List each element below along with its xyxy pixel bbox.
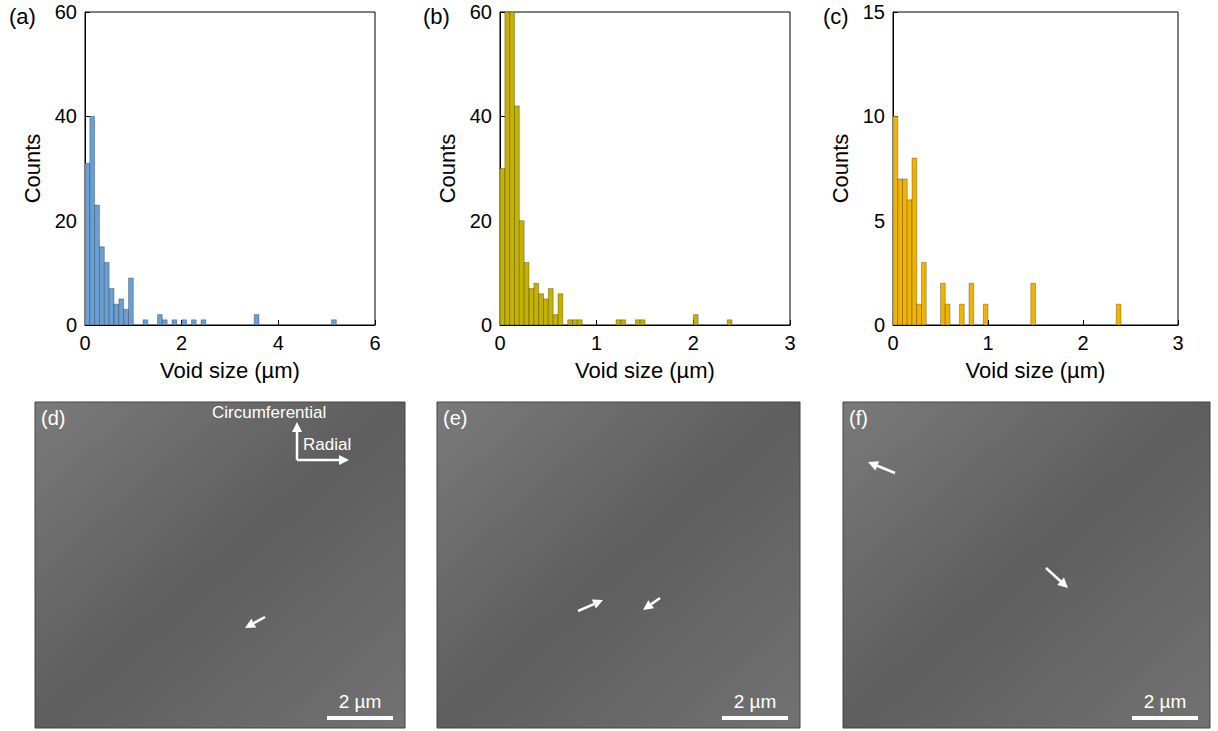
svg-text:3: 3 (784, 332, 795, 354)
svg-text:(a): (a) (9, 4, 36, 29)
svg-text:(c): (c) (823, 4, 849, 29)
svg-text:1: 1 (982, 332, 993, 354)
svg-text:6: 6 (369, 332, 380, 354)
svg-text:1: 1 (591, 332, 602, 354)
svg-text:(b): (b) (423, 4, 450, 29)
svg-text:(d): (d) (41, 407, 65, 429)
svg-text:0: 0 (66, 314, 77, 336)
svg-text:2 µm: 2 µm (734, 691, 777, 712)
svg-text:Circumferential: Circumferential (212, 403, 326, 422)
svg-text:0: 0 (481, 314, 492, 336)
svg-text:Counts: Counts (20, 134, 45, 204)
svg-text:2: 2 (176, 332, 187, 354)
svg-text:60: 60 (470, 1, 492, 23)
svg-text:20: 20 (55, 210, 77, 232)
svg-text:0: 0 (494, 332, 505, 354)
svg-text:15: 15 (863, 1, 885, 23)
svg-text:2: 2 (1077, 332, 1088, 354)
svg-text:10: 10 (863, 105, 885, 127)
svg-text:Counts: Counts (828, 134, 853, 204)
svg-text:Counts: Counts (435, 134, 460, 204)
svg-text:40: 40 (470, 105, 492, 127)
svg-text:60: 60 (55, 1, 77, 23)
svg-text:5: 5 (874, 210, 885, 232)
svg-text:3: 3 (1172, 332, 1183, 354)
svg-text:0: 0 (79, 332, 90, 354)
svg-text:20: 20 (470, 210, 492, 232)
svg-text:Void size (µm): Void size (µm) (160, 358, 300, 383)
svg-text:Void size (µm): Void size (µm) (575, 358, 715, 383)
svg-text:(e): (e) (443, 407, 467, 429)
svg-text:0: 0 (874, 314, 885, 336)
svg-text:Radial: Radial (303, 435, 351, 454)
svg-text:40: 40 (55, 105, 77, 127)
svg-text:(f): (f) (849, 407, 868, 429)
svg-text:0: 0 (887, 332, 898, 354)
svg-text:2: 2 (688, 332, 699, 354)
svg-text:4: 4 (273, 332, 284, 354)
svg-text:Void size (µm): Void size (µm) (966, 358, 1106, 383)
svg-text:2 µm: 2 µm (339, 691, 382, 712)
svg-text:2 µm: 2 µm (1144, 691, 1187, 712)
